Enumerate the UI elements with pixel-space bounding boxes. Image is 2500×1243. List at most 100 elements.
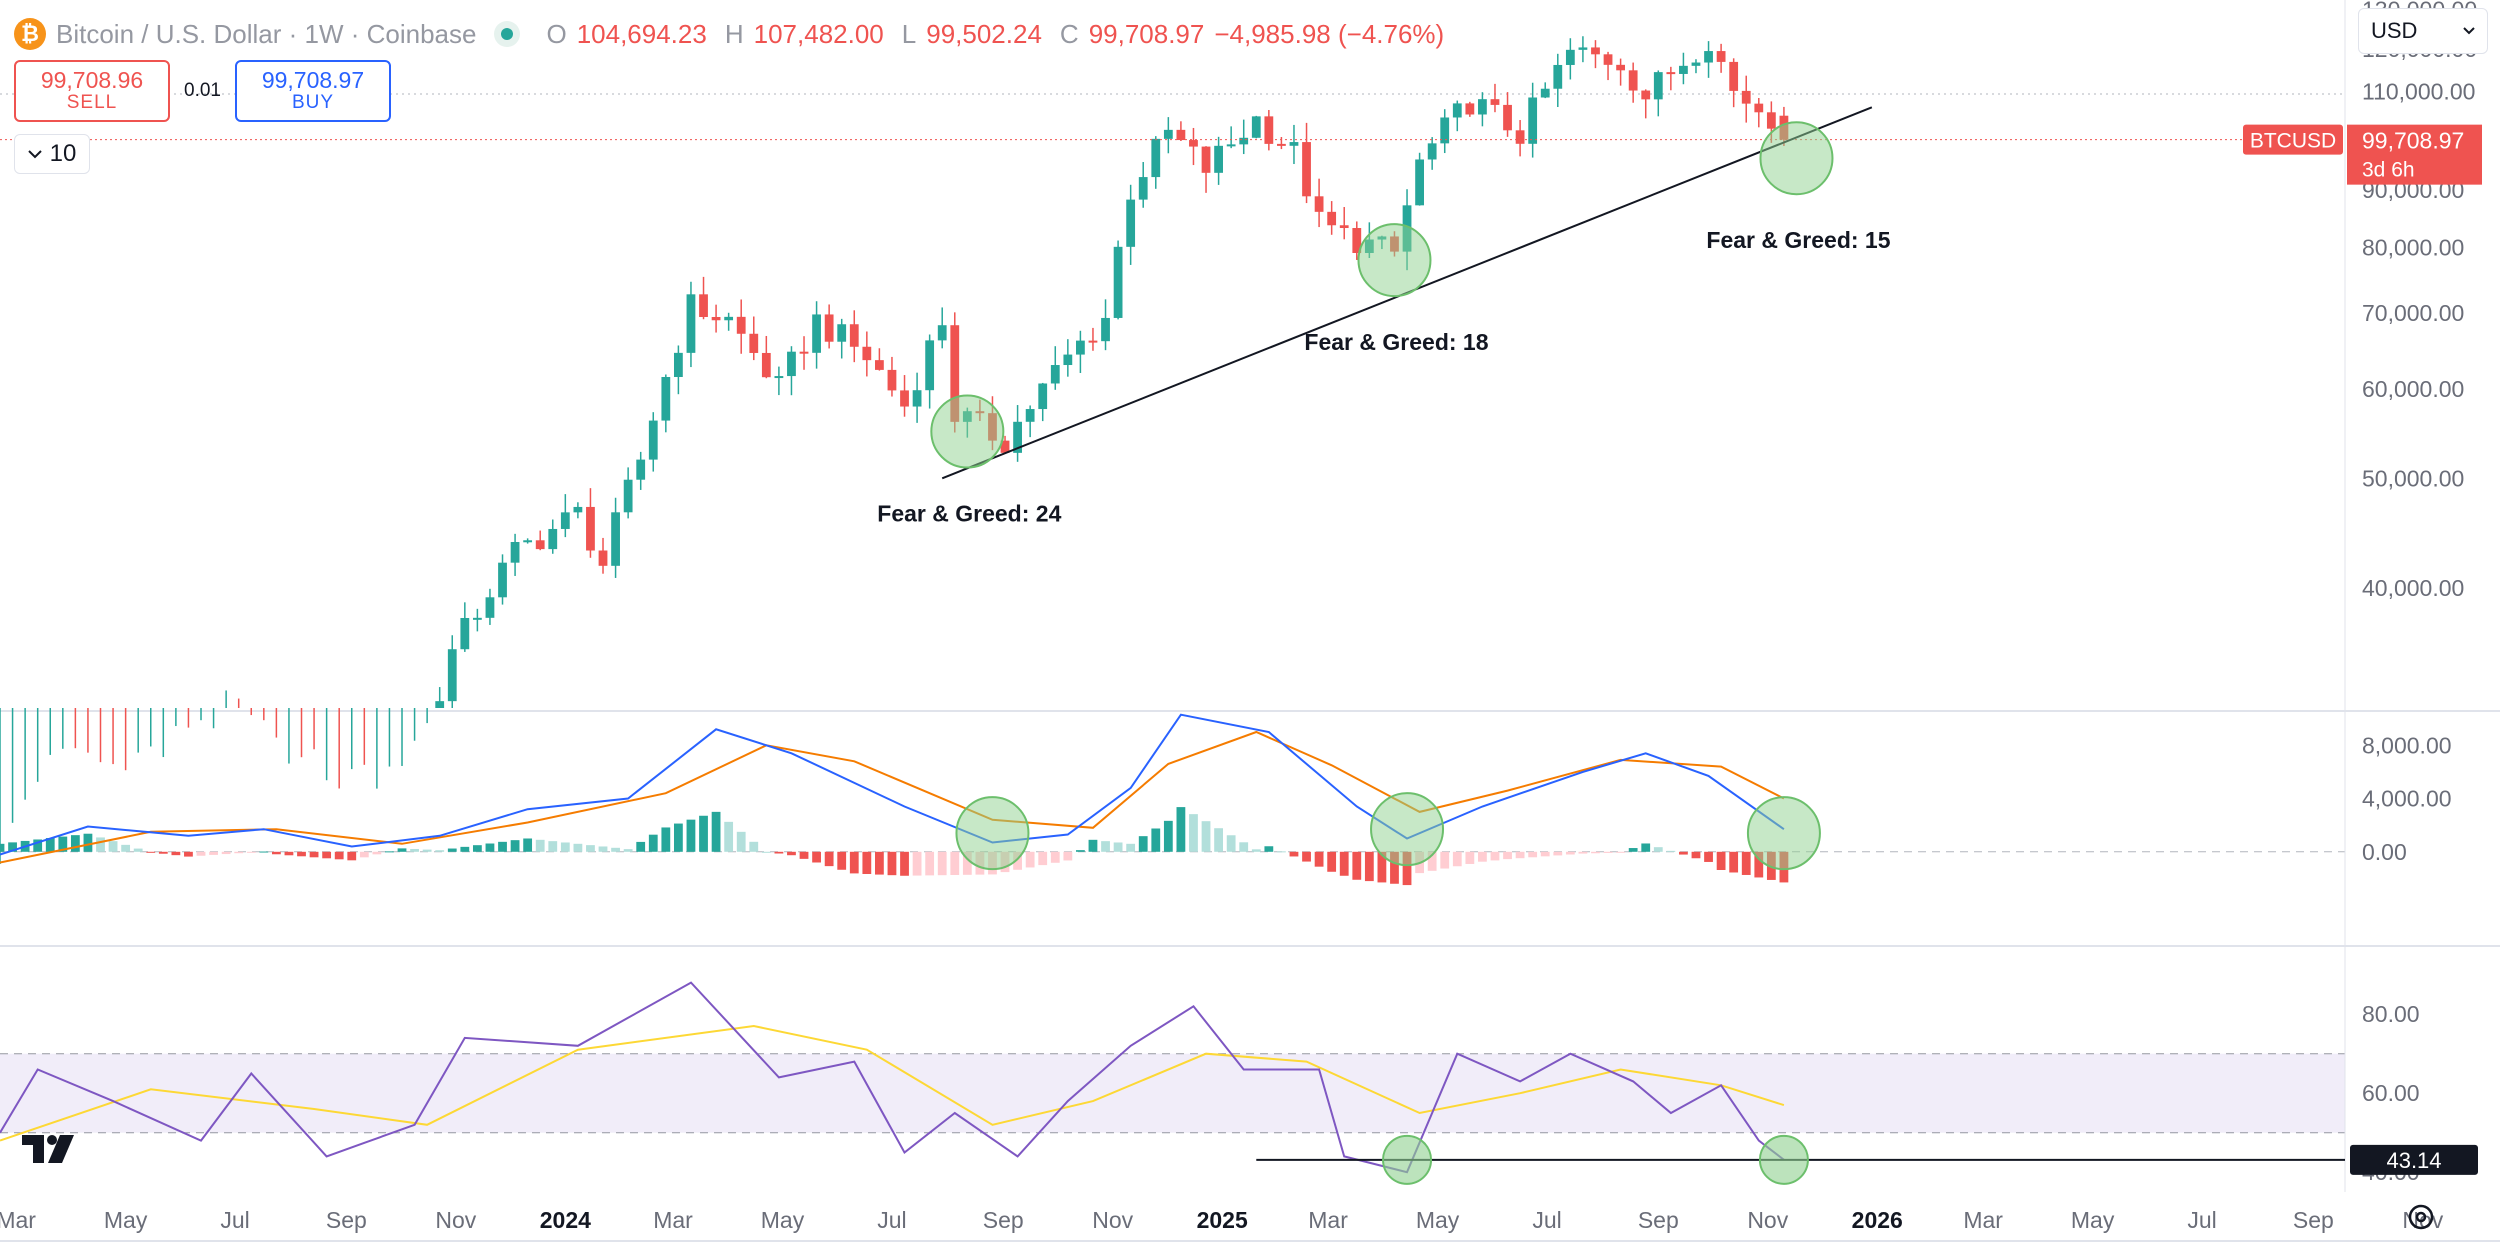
macd-bar-2023-12-11 (523, 838, 533, 852)
macd-bar-2024-02-12 (636, 841, 646, 852)
candle-body-2024-09-16 (1025, 409, 1035, 422)
candle-body-2024-05-06 (787, 351, 796, 377)
candle-body-2025-06-09 (1503, 104, 1512, 131)
gear-icon[interactable] (2406, 1202, 2436, 1232)
macd-highlight-circle-2 (1746, 796, 1821, 871)
macd-bar-2023-10-30 (447, 848, 457, 852)
macd-bar-2025-08-11 (1616, 851, 1625, 853)
macd-bar-2025-02-24 (1314, 851, 1324, 867)
candle-body-2024-07-08 (900, 390, 909, 407)
macd-highlight-circle-0 (955, 796, 1030, 871)
time-tick-label-16: Nov (1747, 1207, 1788, 1233)
market-status-icon[interactable] (494, 21, 521, 47)
macd-bar-2025-01-27 (1264, 846, 1274, 852)
trade-panel: 99,708.96 SELL 0.01 99,708.97 BUY (14, 60, 391, 122)
macd-bar-2023-04-03 (70, 835, 80, 852)
macd-bar-2025-03-10 (1339, 851, 1349, 876)
candle-body-2024-11-18 (1138, 177, 1148, 200)
macd-bar-2024-01-15 (586, 845, 595, 852)
candle-body-2024-03-04 (673, 352, 683, 377)
quantity-dropdown[interactable]: 10 (14, 134, 90, 174)
tradingview-logo[interactable] (22, 1135, 78, 1167)
macd-bar-2023-03-13 (33, 839, 43, 852)
candle-body-2024-09-02 (1000, 440, 1010, 453)
candle-body-2024-03-11 (686, 294, 696, 353)
macd-bar-2024-02-05 (623, 849, 633, 852)
change-value: −4,985.98 (−4.76%) (1214, 18, 1445, 49)
candle-body-2025-01-06 (1226, 144, 1236, 147)
macd-bar-2023-09-25 (385, 851, 394, 853)
candle-body-2025-06-23 (1528, 97, 1538, 144)
macd-bar-2024-12-16 (1189, 814, 1198, 852)
symbol-title[interactable]: Bitcoin / U.S. Dollar · 1W · Coinbase (56, 18, 477, 49)
candle-body-2025-10-20 (1741, 90, 1751, 104)
macd-bar-2023-04-17 (96, 837, 105, 852)
candle-body-2025-08-18 (1628, 70, 1638, 91)
time-tick-label-2: Jul (220, 1207, 249, 1233)
quantity-value: 10 (49, 140, 77, 167)
candle-body-2025-08-11 (1616, 64, 1625, 71)
candle-body-2024-08-05 (950, 325, 960, 422)
symbol-header: ₿ Bitcoin / U.S. Dollar · 1W · Coinbase … (14, 14, 1444, 54)
candle-body-2025-03-03 (1327, 211, 1337, 226)
macd-highlight-circle-1 (1370, 792, 1445, 867)
macd-bar-2023-10-09 (410, 848, 419, 852)
buy-button[interactable]: 99,708.97 BUY (234, 60, 391, 122)
price-tick-label-9: 40,000.00 (2362, 575, 2464, 601)
macd-bar-2024-11-25 (1151, 828, 1161, 852)
candle-body-2025-08-25 (1641, 90, 1651, 100)
rsi-highlight-circle-0 (1382, 1134, 1433, 1185)
macd-bar-2024-09-16 (1025, 851, 1035, 868)
sell-button[interactable]: 99,708.96 SELL (14, 60, 170, 122)
macd-bar-2025-07-28 (1591, 851, 1600, 854)
currency-select[interactable]: USD (2358, 8, 2488, 54)
macd-bar-2023-07-10 (246, 851, 256, 853)
symbol-tag (2243, 124, 2343, 155)
candle-body-2025-05-12 (1452, 103, 1462, 118)
macd-bar-2024-10-28 (1101, 841, 1110, 852)
macd-bar-2025-06-02 (1490, 851, 1500, 861)
macd-bar-2025-09-15 (1679, 851, 1688, 855)
candle-body-2025-06-16 (1515, 130, 1525, 144)
candle-body-2024-12-30 (1214, 145, 1223, 173)
macd-bar-2023-08-07 (297, 851, 306, 857)
price-tick-label-8: 50,000.00 (2362, 465, 2464, 491)
candle-body-2025-07-07 (1553, 64, 1563, 89)
macd-bar-2025-10-06 (1716, 851, 1726, 870)
candle-body-2023-10-23 (435, 701, 445, 708)
highlight-circle-2 (1759, 121, 1834, 196)
candle-body-2024-07-01 (887, 369, 897, 391)
macd-bar-2023-05-08 (133, 848, 143, 852)
macd-bar-2023-06-05 (184, 851, 193, 857)
time-tick-label-3: Sep (326, 1207, 367, 1233)
macd-bar-2025-06-23 (1528, 851, 1538, 858)
macd-signal-line (0, 730, 1785, 864)
candle-body-2024-01-22 (598, 550, 608, 566)
candle-body-2025-06-30 (1540, 88, 1550, 98)
macd-bar-2025-10-20 (1741, 851, 1751, 875)
rsi-ma-line (0, 1024, 1785, 1142)
macd-bar-2024-07-22 (925, 851, 935, 876)
macd-bar-2023-04-10 (83, 833, 93, 852)
candle-body-2025-01-27 (1264, 116, 1274, 144)
macd-bar-2023-08-14 (309, 851, 319, 858)
macd-bar-2024-12-02 (1163, 820, 1173, 852)
spread-value: 0.01 (184, 80, 221, 101)
time-tick-label-12: Mar (1308, 1207, 1348, 1233)
time-tick-label-4: Nov (435, 1207, 476, 1233)
macd-bar-2025-05-12 (1452, 851, 1462, 867)
macd-bar-2024-11-11 (1126, 843, 1136, 852)
macd-bar-2023-07-03 (234, 851, 244, 854)
macd-bar-2024-03-11 (686, 819, 696, 852)
macd-bar-2023-06-19 (209, 851, 218, 855)
time-tick-label-5: 2024 (540, 1207, 591, 1233)
candle-body-2024-04-15 (749, 333, 759, 353)
candle-body-2025-09-08 (1666, 72, 1676, 75)
time-tick-label-21: Sep (2293, 1207, 2334, 1233)
macd-bar-2023-02-20 (0, 843, 5, 852)
symbol-tag-label: BTCUSD (2250, 130, 2336, 153)
candle-body-2023-11-20 (485, 597, 495, 618)
candle-body-2024-12-02 (1163, 129, 1173, 139)
macd-bar-2025-08-18 (1628, 848, 1638, 852)
